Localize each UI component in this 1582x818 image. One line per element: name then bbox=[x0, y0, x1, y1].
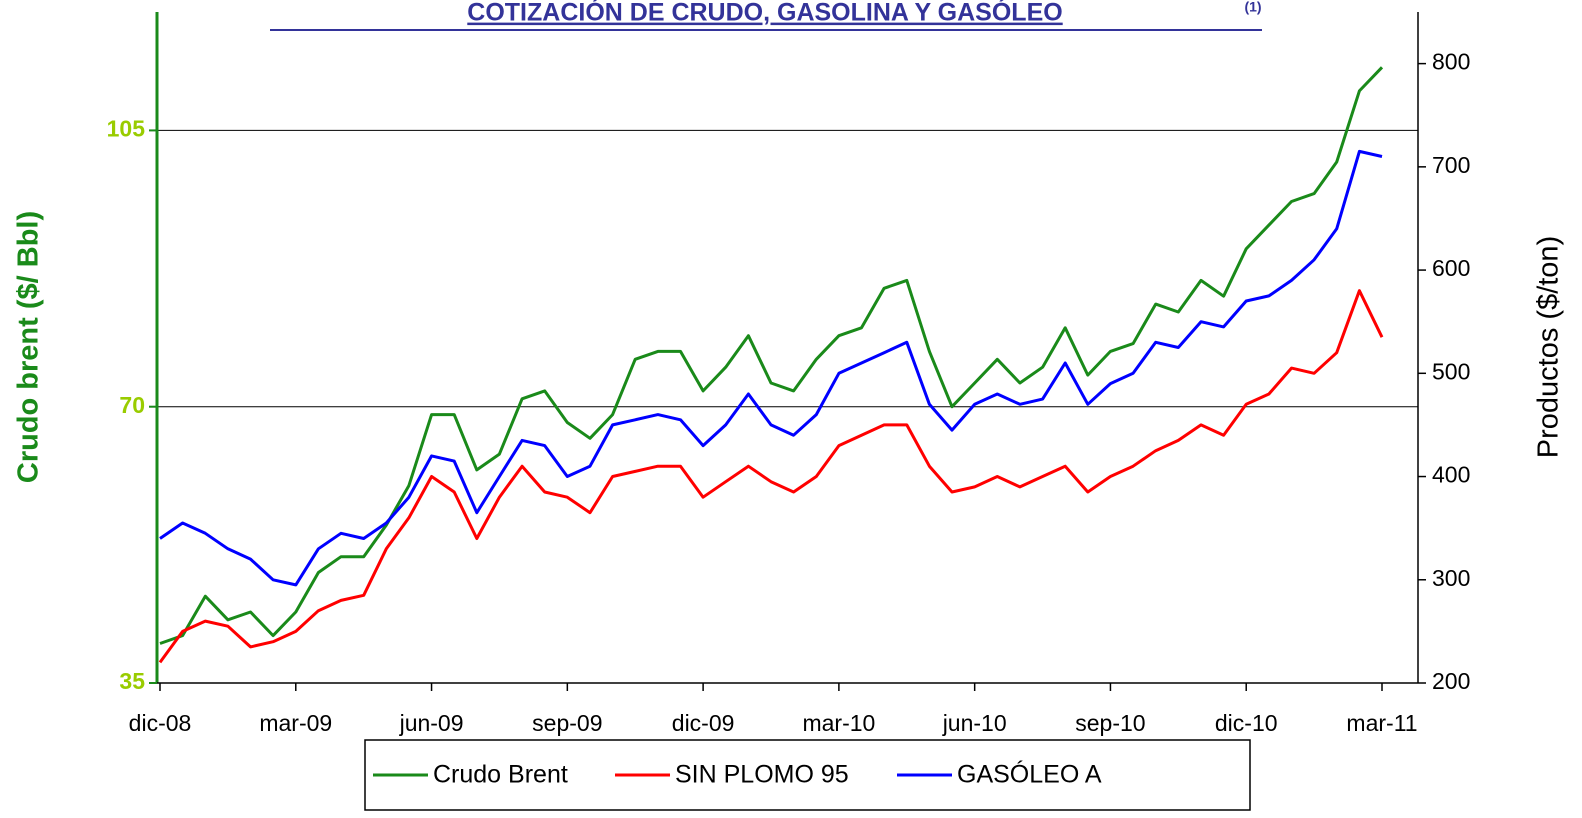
x-tick-label: mar-11 bbox=[1346, 710, 1417, 736]
x-tick-label: jun-10 bbox=[942, 710, 1007, 736]
y2-tick-label: 300 bbox=[1432, 565, 1470, 591]
chart-title: COTIZACIÓN DE CRUDO, GASOLINA Y GASÓLEO bbox=[467, 0, 1062, 27]
y-tick-label: 70 bbox=[119, 392, 145, 418]
x-tick-label: sep-09 bbox=[532, 710, 602, 736]
y2-tick-label: 500 bbox=[1432, 358, 1470, 384]
x-tick-label: dic-08 bbox=[129, 710, 192, 736]
y-axis-label: Crudo brent ($/ Bbl) bbox=[13, 211, 45, 483]
title-note: (1) bbox=[1244, 0, 1261, 15]
legend-box bbox=[364, 739, 1251, 811]
series-line bbox=[159, 66, 1384, 645]
y-tick-label: 35 bbox=[119, 668, 145, 694]
legend-label: GASÓLEO A bbox=[957, 760, 1102, 789]
series-line bbox=[159, 149, 1383, 587]
x-tick-label: mar-10 bbox=[802, 710, 875, 736]
y2-tick-label: 700 bbox=[1432, 152, 1470, 178]
y2-tick-label: 400 bbox=[1432, 462, 1470, 488]
x-tick-label: jun-09 bbox=[399, 710, 464, 736]
y-tick-label: 105 bbox=[107, 115, 146, 141]
y2-tick-label: 800 bbox=[1432, 49, 1470, 75]
x-tick-label: sep-10 bbox=[1075, 710, 1145, 736]
x-tick-label: dic-09 bbox=[672, 710, 735, 736]
x-tick-label: mar-09 bbox=[259, 710, 332, 736]
y2-tick-label: 600 bbox=[1432, 255, 1470, 281]
x-tick-label: dic-10 bbox=[1215, 710, 1278, 736]
legend-label: Crudo Brent bbox=[433, 761, 568, 789]
series-line bbox=[158, 289, 1384, 664]
legend-label: SIN PLOMO 95 bbox=[675, 761, 849, 789]
y2-axis-label: Productos ($/ton) bbox=[1533, 236, 1565, 458]
y2-tick-label: 200 bbox=[1432, 668, 1470, 694]
